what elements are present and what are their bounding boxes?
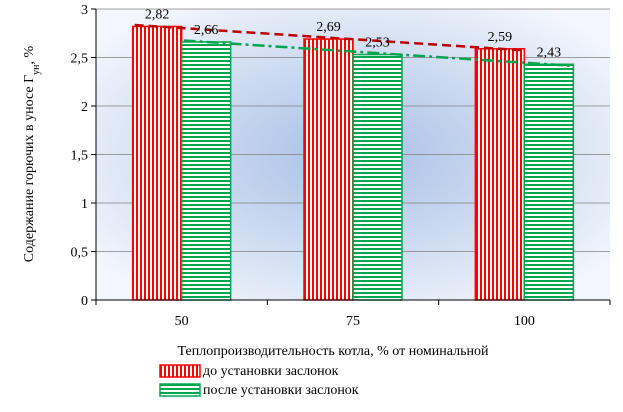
y-tick-label: 1 bbox=[81, 197, 88, 212]
legend-label-after: после установки заслонок bbox=[203, 383, 359, 398]
x-axis-title: Теплопроизводительность котла, % от номи… bbox=[178, 344, 489, 359]
bar bbox=[352, 53, 403, 301]
data-label: 2,43 bbox=[537, 45, 562, 60]
y-tick-label: 3 bbox=[81, 3, 88, 18]
data-label: 2,53 bbox=[365, 36, 390, 51]
trendline bbox=[134, 23, 523, 52]
y-axis: 0 0,5 1 1,5 2 2,5 3 bbox=[71, 3, 97, 309]
legend-label-before: до установки заслонок bbox=[203, 364, 339, 379]
bar bbox=[523, 63, 575, 301]
x-tick-label: 75 bbox=[346, 314, 360, 329]
data-label: 2,82 bbox=[145, 7, 170, 22]
y-axis-title-subscript: ун bbox=[31, 64, 42, 75]
trendline bbox=[183, 39, 572, 68]
y-tick-label: 1,5 bbox=[71, 149, 89, 164]
bar bbox=[474, 48, 526, 301]
bar bbox=[131, 25, 183, 301]
legend-swatch-before bbox=[159, 364, 201, 378]
x-tick-label: 50 bbox=[175, 314, 189, 329]
y-axis-title: Содержание горючих в уносе Гун, % bbox=[22, 45, 42, 262]
y-axis-title-main: Содержание горючих в уносе Г bbox=[22, 75, 37, 262]
trendlines bbox=[134, 23, 572, 68]
x-tick-label: 100 bbox=[514, 314, 535, 329]
y-axis-title-suffix: , % bbox=[22, 45, 37, 64]
data-label: 2,66 bbox=[194, 23, 219, 38]
data-label: 2,59 bbox=[488, 30, 513, 45]
x-axis: 50 75 100 bbox=[95, 299, 611, 329]
data-label: 2,69 bbox=[316, 20, 341, 35]
y-tick-label: 0 bbox=[81, 294, 88, 309]
data-labels: 2,82 2,66 2,69 2,53 2,59 2,43 bbox=[145, 7, 561, 60]
y-tick-label: 2 bbox=[81, 100, 88, 115]
y-tick-label: 2,5 bbox=[71, 52, 89, 67]
legend-swatch-after bbox=[159, 383, 201, 397]
y-tick-label: 0,5 bbox=[71, 246, 89, 261]
bar bbox=[303, 38, 354, 301]
bars bbox=[131, 25, 575, 301]
legend: до установки заслонок после установки за… bbox=[159, 364, 359, 398]
bar bbox=[180, 41, 232, 301]
